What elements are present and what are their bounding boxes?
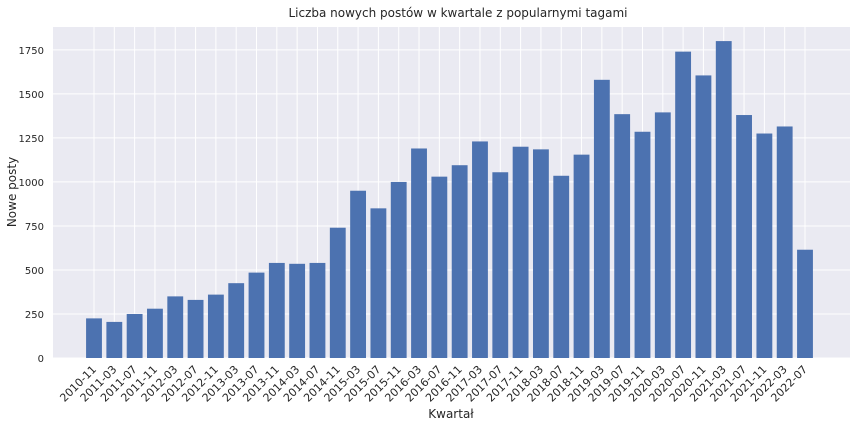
bar [654,112,671,358]
bar [573,154,590,358]
bar [187,299,204,358]
bar [126,313,143,358]
bar [167,296,184,358]
bar [675,51,692,359]
bar [634,131,651,358]
bar [147,308,163,358]
bar [451,165,468,358]
bar [553,175,570,358]
bar [776,126,793,358]
bar [390,181,407,358]
y-tick-label: 1000 [19,178,44,189]
bar [228,283,245,358]
y-tick-label: 0 [38,354,44,365]
bar [106,321,123,358]
bar [207,294,224,358]
bar [86,318,102,358]
bar [512,146,529,358]
bar [695,75,712,359]
y-tick-label: 1500 [19,90,44,101]
y-tick-label: 500 [25,266,44,277]
bar [492,172,509,358]
y-tick-label: 250 [25,310,44,321]
bars [86,41,813,359]
bar [268,262,285,358]
bar [756,133,773,358]
y-axis-label: Nowe posty [5,157,19,227]
bar [472,141,488,358]
bar [614,114,631,358]
y-axis-ticks: 0 250 500 750 1000 1250 1500 1750 [19,46,44,365]
bar [797,249,813,358]
bar [532,149,549,358]
x-axis-label: Kwartał [428,407,474,421]
y-tick-label: 1750 [19,46,44,57]
x-axis-ticks: 2010-112011-032011-072011-112012-032012-… [57,363,810,405]
bar [593,79,610,358]
bar [309,262,326,358]
bar [736,115,752,358]
bar [248,272,265,358]
bar [350,190,367,358]
bar [370,208,387,358]
chart-title: Liczba nowych postów w kwartale z popula… [288,6,627,20]
bar [329,227,346,358]
bar [411,148,427,358]
y-tick-label: 1250 [19,134,44,145]
bar [289,263,306,358]
bar [431,176,448,358]
y-tick-label: 750 [25,222,44,233]
bar [715,41,732,358]
